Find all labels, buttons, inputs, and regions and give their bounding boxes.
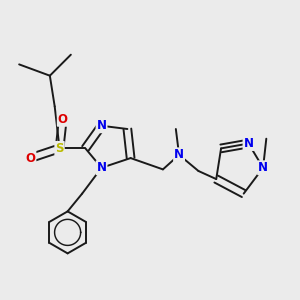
Text: N: N (97, 161, 106, 174)
Text: N: N (258, 161, 268, 174)
Text: N: N (174, 148, 184, 161)
Text: N: N (244, 137, 254, 150)
Text: N: N (97, 119, 106, 132)
Text: O: O (26, 152, 35, 165)
Text: O: O (58, 113, 68, 126)
Text: S: S (55, 142, 64, 155)
